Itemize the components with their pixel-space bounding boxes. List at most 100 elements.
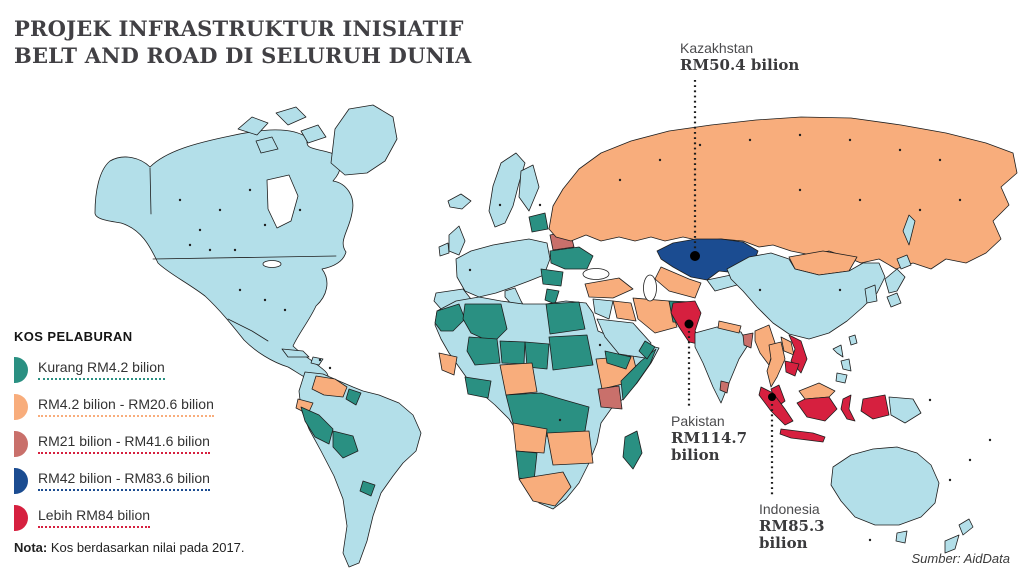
annotation-markers	[684, 80, 776, 497]
country-india	[694, 326, 749, 404]
country-china	[726, 252, 886, 340]
caspian-sea	[643, 274, 657, 302]
legend-item: RM4.2 bilion - RM20.6 bilion	[14, 394, 249, 420]
border-us-mexico	[227, 318, 269, 342]
annotation-value: RM50.4 bilion	[680, 55, 800, 74]
country-zambia-mozambique	[546, 430, 594, 466]
country-iceland	[447, 193, 472, 210]
country-arctic-islands	[300, 124, 327, 144]
country-saudi-arabia	[596, 318, 652, 359]
country-niger	[499, 340, 526, 365]
country-baltics	[528, 212, 549, 233]
legend-label: Lebih RM84 bilion	[38, 507, 151, 528]
country-japan	[886, 292, 902, 308]
country-west-papua	[860, 394, 890, 420]
marker-dot-kazakhstan	[690, 251, 700, 261]
title-line-1: PROJEK INFRASTRUKTUR INISIATIF	[14, 16, 464, 41]
country-papua-new-guinea	[888, 396, 922, 424]
country-arctic-islands	[255, 136, 279, 154]
legend-swatch	[14, 357, 28, 383]
legend-label: RM4.2 bilion - RM20.6 bilion	[38, 396, 214, 417]
black-sea	[582, 268, 610, 280]
country-nigeria-cameroon	[499, 362, 538, 396]
country-egypt	[545, 301, 586, 335]
country-ireland	[438, 242, 450, 257]
country-iraq	[612, 300, 637, 322]
country-chad	[524, 341, 550, 370]
legend-label: RM21 bilion - RM41.6 bilion	[38, 433, 210, 454]
country-west-europe	[455, 238, 551, 298]
annotation-pakistan: Pakistan RM114.7 bilion	[671, 413, 749, 464]
country-mali	[466, 336, 501, 366]
country-peru	[300, 406, 334, 445]
country-greece	[544, 288, 560, 305]
footnote-text: Kos berdasarkan nilai pada 2017.	[47, 540, 245, 555]
country-arctic-islands	[237, 116, 269, 136]
country-hispaniola	[310, 356, 324, 366]
country-borneo-malaysia	[798, 382, 836, 400]
country-taiwan	[848, 334, 858, 346]
country-philippines	[835, 372, 848, 384]
country-borneo-indonesia	[796, 396, 838, 422]
page-title: PROJEK INFRASTRUKTUR INISIATIF BELT AND …	[14, 16, 484, 70]
country-sri-lanka	[719, 380, 730, 394]
legend-item: RM21 bilion - RM41.6 bilion	[14, 431, 249, 457]
country-finland	[518, 164, 540, 212]
country-uk	[448, 225, 466, 256]
footnote: Nota: Kos berdasarkan nilai pada 2017.	[14, 540, 245, 555]
footnote-label: Nota:	[14, 540, 48, 555]
country-kenya	[597, 385, 623, 410]
country-turkey	[584, 277, 634, 299]
annotation-value: RM85.3 bilion	[759, 516, 825, 553]
country-madagascar	[622, 430, 643, 470]
country-bangladesh	[742, 332, 754, 349]
border-us-canada	[152, 255, 337, 260]
country-korea	[864, 284, 878, 304]
marker-dot-pakistan	[684, 319, 694, 329]
country-venezuela	[311, 375, 348, 398]
legend-label: Kurang RM4.2 bilion	[38, 359, 165, 380]
country-south-america	[298, 371, 422, 568]
country-cuba	[281, 348, 310, 358]
legend-item: Lebih RM84 bilion	[14, 505, 249, 531]
country-ukraine	[549, 246, 594, 270]
country-ghana-ivory-coast	[464, 376, 492, 399]
country-tasmania	[895, 530, 908, 544]
title-line-2: BELT AND ROAD DI SELURUH DUNIA	[14, 42, 472, 68]
country-guyana	[345, 388, 362, 406]
border-alaska-canada	[149, 167, 152, 215]
country-new-zealand	[958, 518, 974, 536]
country-balkans	[540, 268, 564, 287]
project-location-dots	[178, 133, 992, 542]
country-greenland	[330, 104, 398, 176]
legend-swatch	[14, 431, 28, 457]
annotation-country: Kazakhstan	[680, 40, 754, 56]
source-credit: Sumber: AidData	[911, 551, 1010, 566]
country-philippines	[832, 344, 844, 358]
country-south-africa	[518, 471, 572, 507]
country-thailand	[766, 341, 786, 388]
hudson-bay	[266, 174, 299, 229]
annotation-value: RM114.7 bilion	[671, 428, 748, 465]
legend-swatch	[14, 468, 28, 494]
legend: KOS PELABURAN Kurang RM4.2 bilion RM4.2 …	[14, 329, 249, 542]
legend-swatch	[14, 505, 28, 531]
annotation-country: Indonesia	[759, 501, 820, 517]
legend-heading: KOS PELABURAN	[14, 329, 133, 344]
annotation-kazakhstan: Kazakhstan RM50.4 bilion	[680, 40, 810, 74]
country-sakhalin	[902, 214, 916, 246]
country-japan	[884, 268, 906, 294]
country-levant	[592, 298, 614, 320]
country-new-zealand	[944, 534, 960, 554]
legend-swatch	[14, 394, 28, 420]
legend-label: RM42 bilion - RM83.6 bilion	[38, 470, 210, 491]
country-bolivia	[332, 430, 359, 459]
country-arctic-islands	[275, 106, 307, 126]
legend-item: Kurang RM4.2 bilion	[14, 357, 249, 383]
country-cambodia	[784, 360, 800, 377]
country-sudan	[548, 334, 594, 371]
country-iran	[632, 297, 678, 334]
country-java	[779, 428, 826, 443]
